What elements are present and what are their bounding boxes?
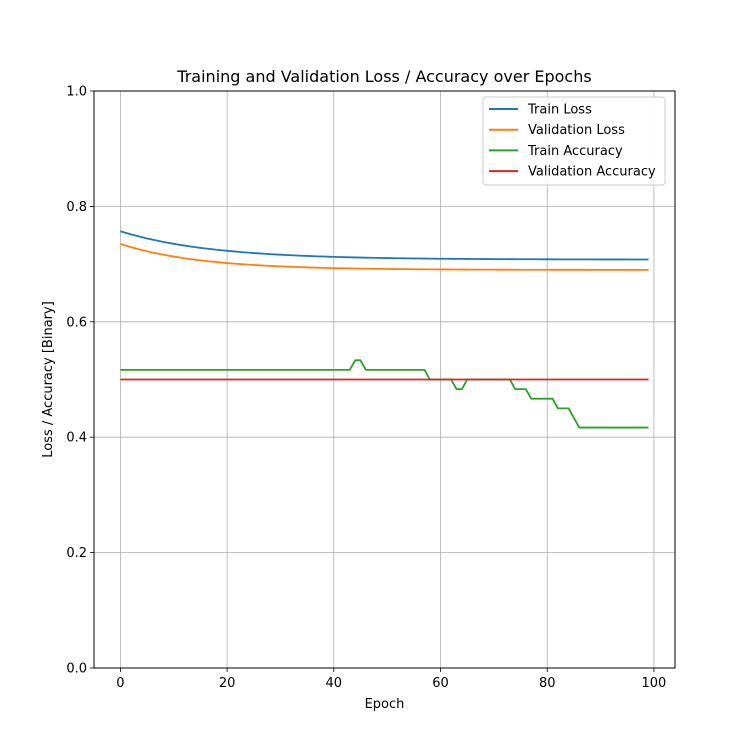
series-line-train-accuracy — [120, 359, 649, 429]
y-tick-label: 0.8 — [66, 200, 87, 215]
series-line-train-loss — [120, 230, 649, 261]
legend-label-train-accuracy: Train Accuracy — [527, 144, 623, 159]
y-tick-label: 0.4 — [66, 431, 87, 446]
legend-label-train-loss: Train Loss — [527, 103, 592, 118]
x-tick-label: 40 — [326, 676, 343, 691]
legend: Train Loss Validation Loss Train Accuracy V… — [482, 96, 666, 186]
x-tick-label: 80 — [539, 676, 556, 691]
legend-box — [482, 96, 666, 186]
plot-frame — [93, 90, 676, 669]
y-tick-label: 1.0 — [66, 85, 87, 100]
y-tick-label: 0.6 — [66, 315, 87, 330]
x-tick-label: 100 — [642, 676, 667, 691]
axis-ticks: 0 20 40 60 80 100 0.0 0.2 0.4 0.6 0.8 1.0 — [66, 85, 666, 692]
y-tick-label: 0.2 — [66, 546, 87, 561]
legend-label-validation-loss: Validation Loss — [528, 123, 625, 138]
x-tick-label: 20 — [219, 676, 236, 691]
x-tick-label: 60 — [432, 676, 449, 691]
x-tick-label: 0 — [116, 676, 124, 691]
y-tick-label: 0.0 — [66, 662, 87, 677]
x-axis-title: Epoch — [365, 697, 405, 712]
series-lines — [120, 230, 649, 429]
legend-label-validation-accuracy: Validation Accuracy — [528, 165, 656, 180]
y-axis-title: Loss / Accuracy [Binary] — [41, 301, 56, 458]
series-line-validation-loss — [120, 243, 649, 271]
chart-title: Training and Validation Loss / Accuracy … — [176, 67, 591, 86]
